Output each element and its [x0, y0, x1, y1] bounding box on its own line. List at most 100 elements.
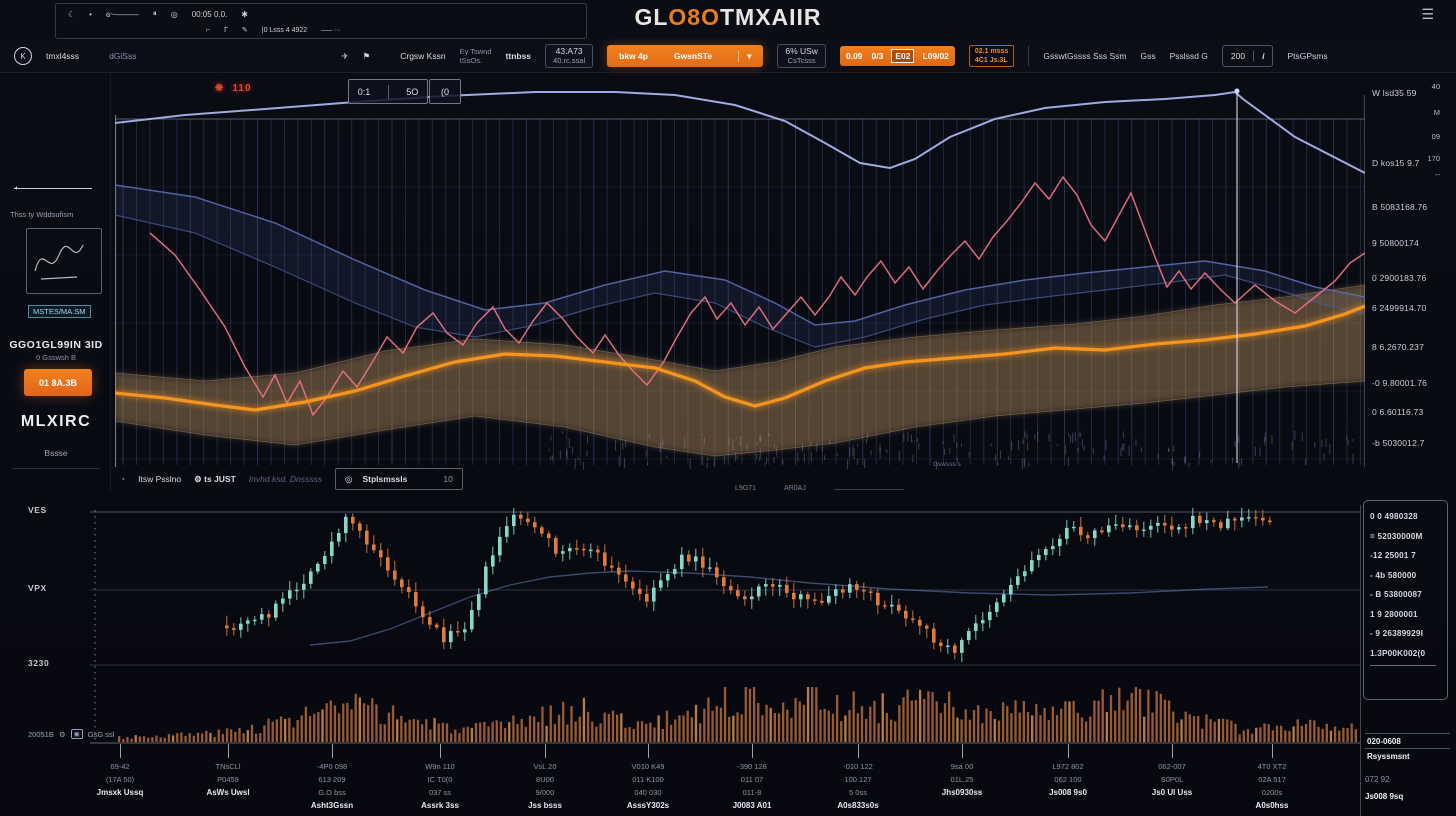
ratio-box[interactable]: 0:1 5O	[348, 79, 428, 104]
primary-cta-button[interactable]: bkw 4p GwsnSTe ▾	[607, 45, 764, 67]
brand-roundel-icon[interactable]: K	[14, 47, 32, 65]
lower-chart-panel[interactable]	[90, 505, 1360, 745]
axis-label-line: TNsCLl	[215, 762, 241, 771]
sub-toolbar: ◔ Itsw Psslno ⚙ ts JUST Invhd ksd. Dnsss…	[120, 467, 463, 491]
axis-label-line: VsL 20	[533, 762, 557, 771]
cta-left-label: bkw 4p	[619, 51, 648, 61]
axis-label-line: W9n 110	[425, 762, 455, 771]
sidebar-arrow-slider[interactable]	[14, 186, 92, 190]
target-selector[interactable]: ◎ Stplsmssls 10	[335, 468, 463, 490]
zoom-control[interactable]: 200 i	[1221, 45, 1274, 67]
axis-label-line: Asht3Gssn	[310, 801, 354, 810]
axis-label-line: 5 0ss	[849, 788, 867, 797]
hamburger-menu-icon[interactable]: ☰	[1421, 6, 1434, 22]
panel-price-row: - B 53800087	[1370, 590, 1423, 599]
stat-box[interactable]: 43.A73 40.rc.ssal	[545, 44, 594, 68]
date-tick	[332, 744, 333, 758]
target-value: 10	[443, 474, 453, 484]
brand2-label[interactable]: dGiSss	[109, 51, 137, 61]
date-axis-column: VsL 20 8U00 9/000 Jss bsss	[528, 760, 562, 812]
panel-price-row: - 9 26389929I	[1370, 629, 1424, 638]
panel-divider	[1370, 665, 1436, 666]
counter-box[interactable]: (0	[429, 79, 461, 104]
logo-accent: O8O	[668, 4, 720, 30]
lower-chart-canvas[interactable]	[90, 505, 1360, 745]
clock-text: 00:05 0.0.	[191, 9, 228, 19]
lower-chart-footer-tools[interactable]: 20051B ⚙ ▣ GsG ssl	[28, 729, 114, 739]
axis-label-line: -4P0 098	[316, 762, 348, 771]
chart-micro-label: Gswsss s	[933, 461, 961, 468]
sidebar-sketch-thumbnail[interactable]	[26, 228, 102, 294]
axis-label-line: IC T0(0	[427, 775, 453, 784]
sidebar-tick-label: 09	[1431, 132, 1440, 141]
upper-chart-panel[interactable]: ❋ 110 0:1 5O (0 Gswsss s	[115, 75, 1365, 470]
brand-label[interactable]: tmxl4sss	[46, 51, 80, 61]
axis-label-line: 100 127	[844, 775, 872, 784]
header-tool-cluster[interactable]: ☾ • ɞ~——— ⏸ ◎ 00:05 0.0. ✱ ⌐ Г ✎ |0 Lsss 4 4922 –—…	[55, 3, 587, 39]
date-axis-column: 69-42 (17A 50) Jmsxk Ussq	[97, 760, 144, 799]
right-footer-panel: 020-0608 Rsyssmsnt 072 92 Js008 9sq	[1365, 733, 1450, 801]
mid-divider-line	[833, 489, 904, 492]
date-axis-column: -4P0 098 613 209 G.O bss Asht3Gssn	[311, 760, 353, 812]
upper-chart-canvas[interactable]	[115, 75, 1365, 470]
axis-label-line: Jss bsss	[528, 801, 562, 810]
date-axis-column: 4T0 XT2 02A 517 0200s A0s0hss	[1256, 760, 1289, 812]
segment-2[interactable]: 0/3	[871, 51, 884, 61]
caret-down-icon[interactable]: ▾	[738, 50, 751, 62]
price-axis-label: -0 9.80001.76	[1372, 378, 1428, 388]
mid-axis-labels: L9G71 AR0AJ	[735, 485, 904, 492]
sidebar-ticker-tag[interactable]: MSTES/MA.SM	[28, 305, 91, 318]
axis-label-line: Js008 9s0	[1049, 788, 1087, 797]
link-gss[interactable]: Gss	[1140, 51, 1156, 61]
lower-foot-label2: GsG ssl	[87, 729, 115, 739]
date-tick	[120, 744, 121, 758]
lower-foot-label: 20051B	[28, 729, 54, 739]
axis-label-line: 062 100	[1054, 775, 1082, 784]
orange-segment-control[interactable]: 0.09 0/3 E02 L09/02	[839, 46, 955, 66]
price-axis-label: 8 6.2670.237	[1372, 342, 1425, 352]
camera-icon[interactable]: ▣	[70, 729, 83, 739]
axis-label-line: S0P0L	[1160, 775, 1184, 784]
sidebar-buy-button[interactable]: 01 8A.3B	[24, 369, 92, 396]
mini-line1: 02.1 msss	[974, 48, 1009, 55]
main-toolbar: K tmxl4sss dGiSss ✈ ⚑ Crgsw Kssn Ey Tswn…	[0, 40, 1456, 73]
subbar-item2[interactable]: ts JUST	[204, 473, 236, 484]
flag-icon[interactable]: ⚑	[362, 50, 371, 61]
corner-mark: ⌐	[206, 26, 211, 34]
ratio-right: 5O	[406, 86, 419, 97]
panel-price-row: - 4b 580000	[1370, 570, 1417, 580]
axis-label-line: 037 ss	[428, 788, 452, 797]
axis-label-line: J0083 A01	[732, 801, 772, 810]
axis-label-line: A0s0hss	[1255, 801, 1289, 810]
link-preset[interactable]: Psslssd G	[1169, 51, 1208, 61]
jet-icon[interactable]: ✈	[341, 50, 349, 61]
link-platforms[interactable]: PtsGPsms	[1287, 51, 1328, 61]
usd-box[interactable]: 6% USw CsTcsss	[777, 44, 826, 68]
segment-3-active[interactable]: E02	[891, 49, 915, 63]
sidebar-footer-label[interactable]: Bssse	[44, 448, 68, 458]
mini-orange-box[interactable]: 02.1 msss 4C1 Js.3L	[968, 45, 1015, 67]
axis-label-line: A0s833s0s	[837, 801, 879, 810]
sidebar-brand: MLXIRC	[20, 413, 92, 430]
trend-line2: tSsOs.	[459, 56, 483, 65]
app-header: ☾ • ɞ~——— ⏸ ◎ 00:05 0.0. ✱ ⌐ Г ✎ |0 Lsss 4 4922 –—…	[0, 0, 1456, 41]
sketch-squiggle-icon	[34, 244, 84, 280]
axis-label-line: 69-42	[110, 762, 130, 771]
price-axis-label: 6 2499914.70	[1372, 303, 1427, 313]
app-logo: GLO8OTMXAIIR	[634, 4, 822, 30]
usd-line1: 6% USw	[785, 46, 818, 56]
axis-label-line: 01L.25	[950, 775, 974, 784]
axis-label-line: 613 209	[318, 775, 346, 784]
axis-label-line: Js0 Ul Uss	[1151, 788, 1193, 797]
segment-1[interactable]: 0.09	[845, 51, 863, 61]
date-tick	[1172, 744, 1173, 758]
subbar-item1[interactable]: Itsw Psslno	[138, 474, 182, 484]
date-axis-column: -390 128 011 07 011-8 J0083 A01	[733, 760, 772, 812]
info-icon[interactable]: i	[1253, 51, 1272, 61]
date-axis-column: TNsCLl P0459 AsWs Uwsl	[206, 760, 249, 799]
left-sidebar	[0, 72, 111, 492]
gear-icon[interactable]: ⚙	[58, 729, 66, 739]
link-settings[interactable]: GsswtGssss Sss Ssm	[1043, 51, 1127, 61]
footer-stat-row: 020-0608	[1365, 733, 1450, 748]
segment-4[interactable]: L09/02	[922, 51, 949, 61]
